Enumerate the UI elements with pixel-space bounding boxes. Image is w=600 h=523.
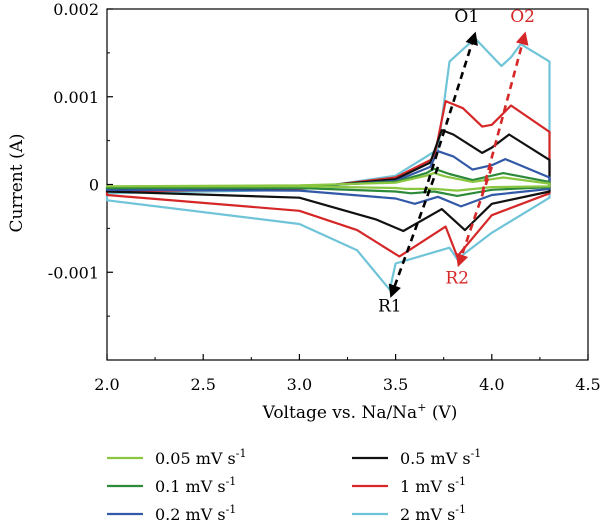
legend-label-value: 0.05 mV s — [155, 449, 236, 468]
y-tick-label: 0.001 — [53, 88, 99, 107]
peak-arrow — [388, 166, 440, 298]
y-tick-label: 0.002 — [53, 0, 99, 19]
peak-arrow — [455, 166, 494, 268]
x-axis-title-sup: + — [417, 401, 426, 414]
y-tick-label: -0.001 — [48, 263, 99, 282]
legend-label-value: 1 mV s — [400, 477, 455, 496]
x-tick-label: 4.0 — [479, 375, 504, 394]
peak-arrow — [480, 31, 529, 194]
x-axis-title-unit: (V) — [426, 403, 457, 423]
x-tick-label: 4.5 — [575, 375, 600, 394]
legend-label-value: 2 mV s — [400, 505, 455, 523]
legend-label: 1 mV s-1 — [400, 475, 466, 496]
legend-label: 0.1 mV s-1 — [155, 475, 236, 496]
y-tick-label: 0 — [89, 176, 99, 195]
cv-curve — [105, 167, 551, 197]
x-tick-label: 3.0 — [287, 375, 312, 394]
legend-label: 0.5 mV s-1 — [400, 447, 481, 468]
annotation-layer: O1 O2 R1 R2 — [378, 7, 535, 317]
cv-curve — [105, 129, 551, 233]
legend-label-exponent: -1 — [455, 503, 466, 516]
legend: 0.05 mV s-10.1 mV s-10.2 mV s-10.5 mV s-… — [107, 447, 481, 523]
legend-label-value: 0.1 mV s — [155, 477, 226, 496]
legend-label: 0.2 mV s-1 — [155, 503, 236, 523]
legend-label-value: 0.2 mV s — [155, 505, 226, 523]
x-tick-label: 2.0 — [94, 375, 119, 394]
series-layer — [105, 38, 551, 291]
y-axis-title: Current (A) — [7, 134, 27, 233]
x-axis-title-main: Voltage vs. Na/Na — [262, 403, 418, 423]
peak-label: O1 — [454, 7, 479, 27]
legend-label-value: 0.5 mV s — [400, 449, 471, 468]
cv-curve — [105, 150, 551, 208]
legend-label-exponent: -1 — [226, 503, 237, 516]
peak-label: R2 — [445, 269, 469, 289]
arrow-layer — [388, 31, 529, 298]
legend-label: 2 mV s-1 — [400, 503, 466, 523]
x-axis-title: Voltage vs. Na/Na+ (V) — [262, 401, 458, 423]
cv-curve — [105, 172, 551, 192]
legend-label: 0.05 mV s-1 — [155, 447, 246, 468]
x-tick-label: 3.5 — [383, 375, 408, 394]
peak-label: R1 — [378, 297, 402, 317]
peak-label: O2 — [510, 7, 535, 27]
legend-label-exponent: -1 — [471, 447, 482, 460]
cv-curve — [105, 38, 551, 291]
tick-layer: 2.0 2.5 3.0 3.5 4.0 4.5 -0.001 0 0.001 0.002 — [48, 0, 600, 394]
legend-label-exponent: -1 — [455, 475, 466, 488]
x-tick-label: 2.5 — [190, 375, 215, 394]
peak-arrow — [423, 31, 478, 194]
legend-label-exponent: -1 — [236, 447, 247, 460]
legend-label-exponent: -1 — [226, 475, 237, 488]
